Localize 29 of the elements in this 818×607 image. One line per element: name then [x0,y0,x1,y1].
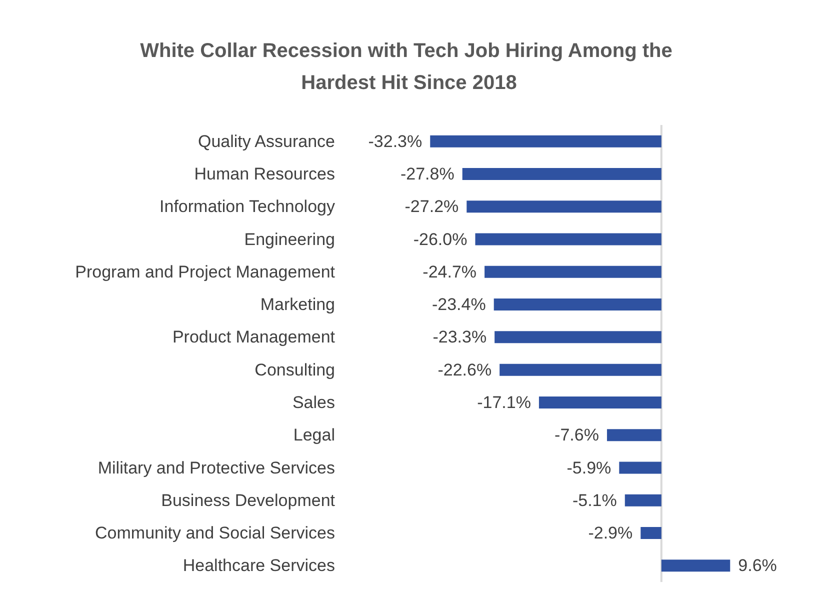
data-label: -17.1% [477,392,531,412]
y-tick-label: Business Development [161,490,336,510]
data-label: -2.9% [588,524,633,543]
data-label: 9.6% [738,556,777,576]
y-tick-label: Sales [292,392,335,412]
data-label: -27.2% [404,197,459,216]
data-label: -22.6% [438,360,492,380]
data-label: -7.6% [554,426,599,445]
y-tick-label: Human Resources [194,164,335,184]
data-label: -32.3% [368,132,422,151]
y-tick-label: Program and Project Management [75,262,336,282]
data-label: -5.9% [566,458,612,478]
y-tick-label: Legal [293,426,335,445]
data-label: -23.4% [432,295,486,314]
data-label: -26.0% [413,230,468,249]
data-label: -27.8% [400,164,454,184]
y-tick-label: Information Technology [160,197,336,216]
y-tick-label: Consulting [254,360,335,380]
y-tick-label: Marketing [260,295,335,314]
data-label: -24.7% [422,262,477,282]
chart-title: White Collar Recession with Tech Job Hiring Among the Hardest Hit Since 2018 [140,40,678,94]
data-label: -23.3% [432,328,487,347]
y-tick-label: Engineering [244,230,335,249]
y-tick-label: Quality Assurance [198,132,335,151]
y-tick-label: Healthcare Services [182,556,335,576]
y-tick-label: Military and Protective Services [98,458,335,478]
y-tick-label: Community and Social Services [95,524,335,543]
y-tick-label: Product Management [172,328,336,347]
data-label: -5.1% [572,490,617,510]
